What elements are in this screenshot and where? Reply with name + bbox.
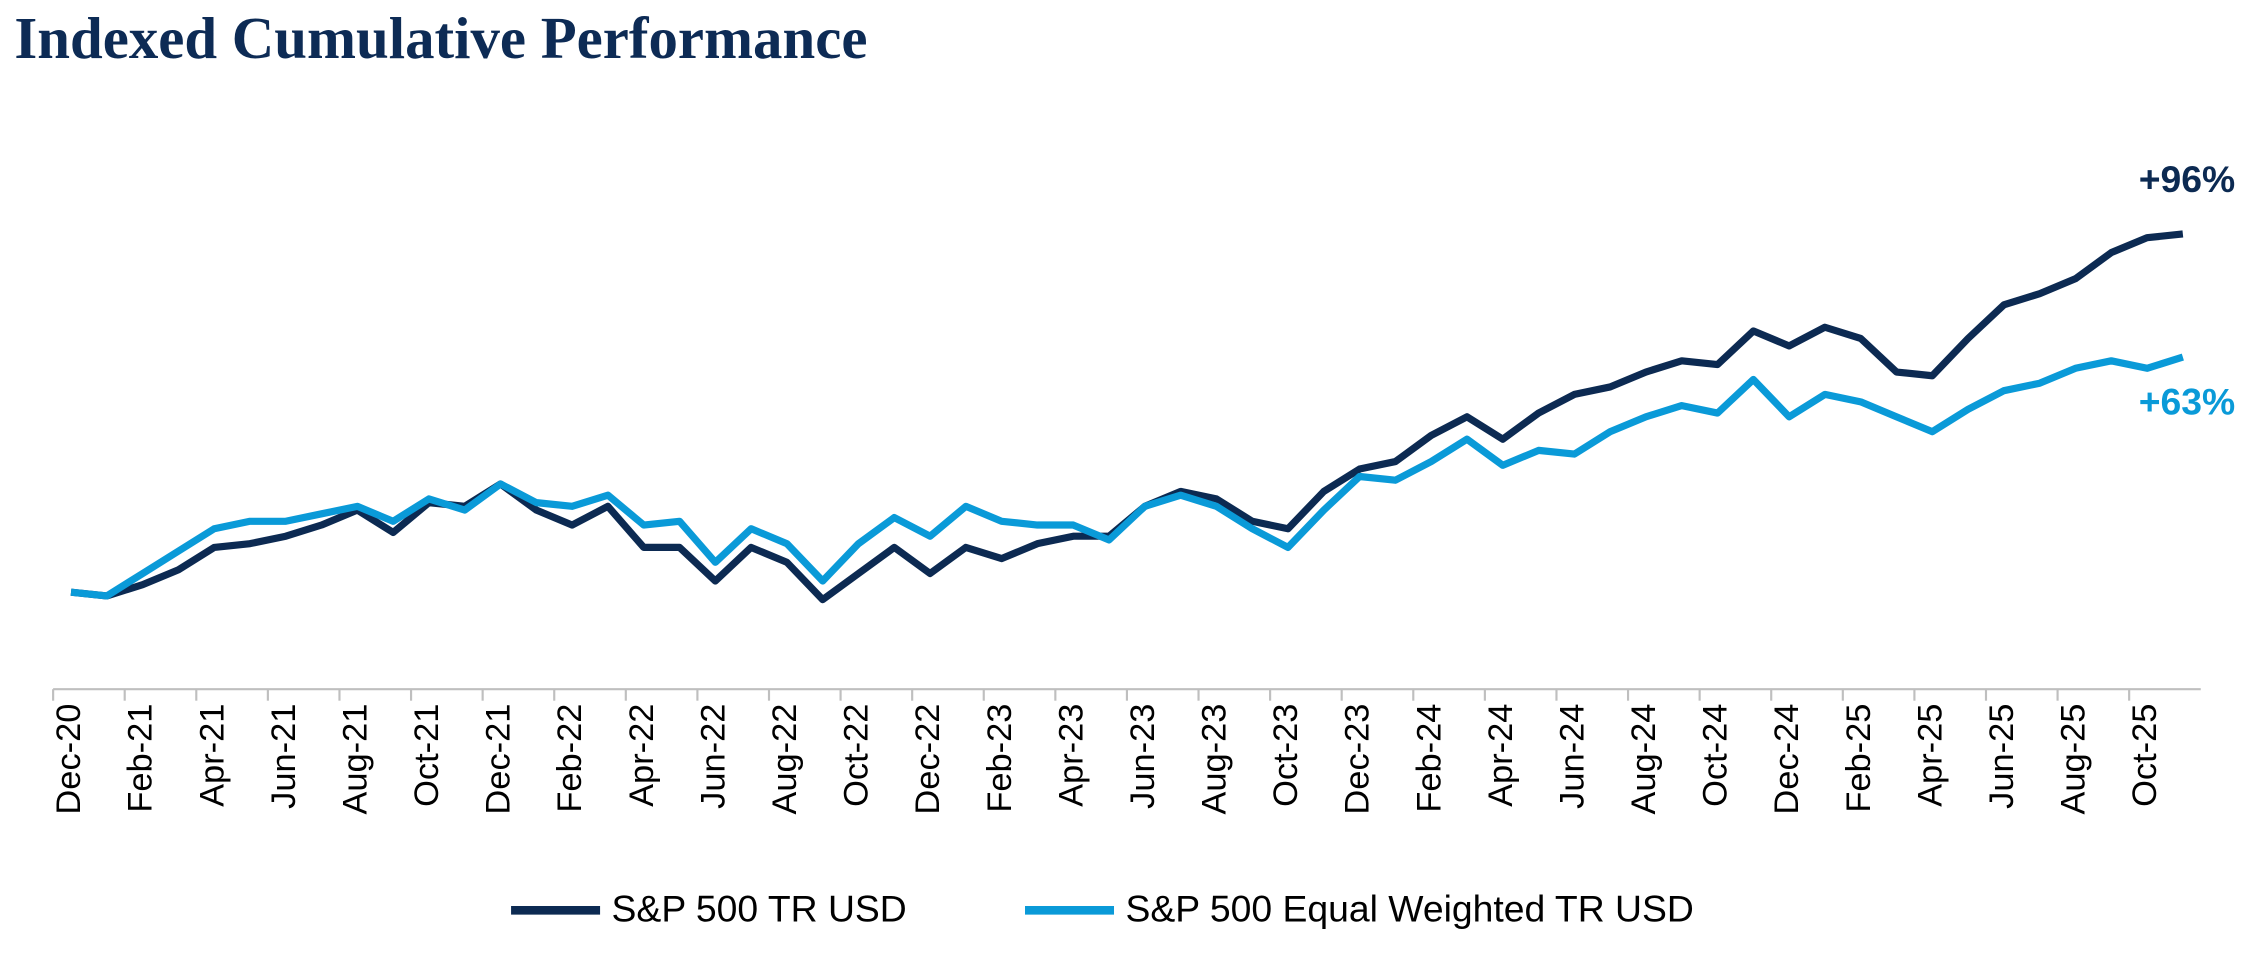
x-tick-label: Aug-21 [336, 704, 374, 815]
x-tick-label: Dec-22 [909, 704, 947, 815]
x-tick-label: Jun-23 [1124, 704, 1162, 809]
x-tick-label: Feb-22 [551, 704, 589, 813]
x-tick-label: Dec-21 [480, 704, 518, 815]
x-tick-label: Jun-25 [1983, 704, 2021, 809]
x-tick-label: Apr-24 [1482, 704, 1520, 807]
legend-label: S&P 500 TR USD [612, 888, 907, 930]
x-tick-label: Oct-22 [838, 704, 876, 807]
x-tick-label: Dec-24 [1768, 704, 1806, 815]
x-tick-label: Apr-23 [1052, 704, 1090, 807]
x-tick-label: Feb-23 [981, 704, 1019, 813]
x-tick-label: Apr-25 [1911, 704, 1949, 807]
x-tick-label: Apr-22 [623, 704, 661, 807]
x-tick-label: Feb-25 [1840, 704, 1878, 813]
x-tick-label: Jun-24 [1553, 704, 1591, 809]
x-tick-label: Aug-25 [2055, 704, 2093, 815]
x-tick-label: Aug-22 [766, 704, 804, 815]
end-label: +96% [2139, 158, 2235, 200]
end-label: +63% [2139, 380, 2235, 422]
x-tick-label: Feb-21 [122, 704, 160, 813]
x-tick-label: Aug-23 [1196, 704, 1234, 815]
legend-label: S&P 500 Equal Weighted TR USD [1126, 888, 1694, 930]
x-tick-label: Aug-24 [1625, 704, 1663, 815]
series-line [70, 353, 2184, 600]
x-tick-label: Oct-23 [1267, 704, 1305, 807]
chart-title: Indexed Cumulative Performance [14, 6, 867, 71]
x-tick-label: Oct-21 [408, 704, 446, 807]
x-tick-label: Dec-20 [50, 704, 88, 815]
x-tick-label: Feb-24 [1410, 704, 1448, 813]
x-tick-label: Oct-24 [1697, 704, 1735, 807]
x-tick-label: Jun-22 [694, 704, 732, 809]
x-tick-label: Jun-21 [265, 704, 303, 809]
x-tick-label: Dec-23 [1339, 704, 1377, 815]
x-tick-label: Oct-25 [2126, 704, 2164, 807]
x-tick-label: Apr-21 [193, 704, 231, 807]
series-line [70, 230, 2184, 604]
